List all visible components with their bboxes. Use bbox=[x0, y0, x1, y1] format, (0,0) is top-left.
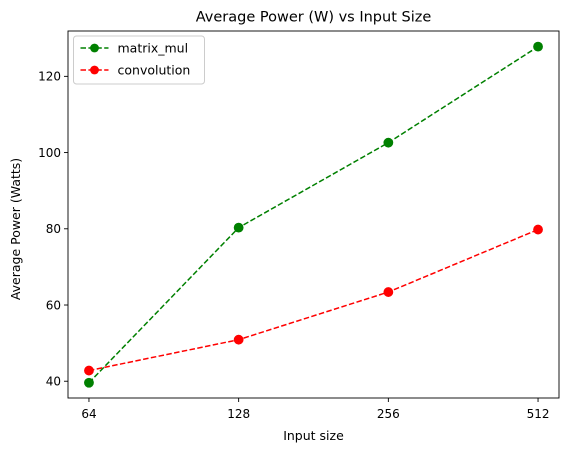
y-axis-label: Average Power (Watts) bbox=[8, 158, 23, 300]
series-line bbox=[88, 228, 539, 372]
x-axis-label: Input size bbox=[283, 428, 344, 443]
series-layer bbox=[84, 41, 543, 388]
data-point bbox=[383, 137, 394, 148]
series-convolution bbox=[84, 224, 543, 376]
legend-marker bbox=[90, 43, 99, 53]
data-point bbox=[533, 224, 543, 235]
data-point bbox=[533, 41, 543, 52]
data-point bbox=[84, 377, 94, 388]
y-tick-label: 100 bbox=[38, 146, 61, 160]
y-tick-label: 80 bbox=[46, 222, 61, 236]
y-axis-ticks: 40 60 80 100 120 bbox=[38, 70, 68, 389]
x-tick-label: 128 bbox=[227, 407, 250, 421]
series-line bbox=[88, 45, 539, 384]
legend-marker bbox=[90, 65, 99, 75]
axes-frame bbox=[67, 30, 560, 399]
x-tick-label: 64 bbox=[81, 407, 96, 421]
x-tick-label: 256 bbox=[377, 407, 400, 421]
y-tick-label: 60 bbox=[46, 298, 61, 312]
x-axis-ticks: 64 128 256 512 bbox=[81, 398, 549, 421]
legend-label: matrix_mul bbox=[118, 41, 189, 56]
data-point bbox=[383, 287, 394, 297]
data-point bbox=[233, 334, 244, 345]
chart-title: Average Power (W) vs Input Size bbox=[196, 10, 432, 26]
plot-area bbox=[67, 30, 560, 399]
y-tick-label: 40 bbox=[46, 375, 61, 389]
legend-item: convolution bbox=[80, 63, 191, 78]
legend-item: matrix_mul bbox=[80, 41, 189, 56]
legend: matrix_mul convolution bbox=[73, 35, 205, 85]
data-point bbox=[84, 365, 94, 376]
y-tick-label: 120 bbox=[38, 70, 61, 84]
x-tick-label: 512 bbox=[527, 407, 550, 421]
legend-label: convolution bbox=[118, 63, 191, 78]
data-point bbox=[233, 222, 244, 233]
series-matrix-mul bbox=[84, 41, 543, 388]
